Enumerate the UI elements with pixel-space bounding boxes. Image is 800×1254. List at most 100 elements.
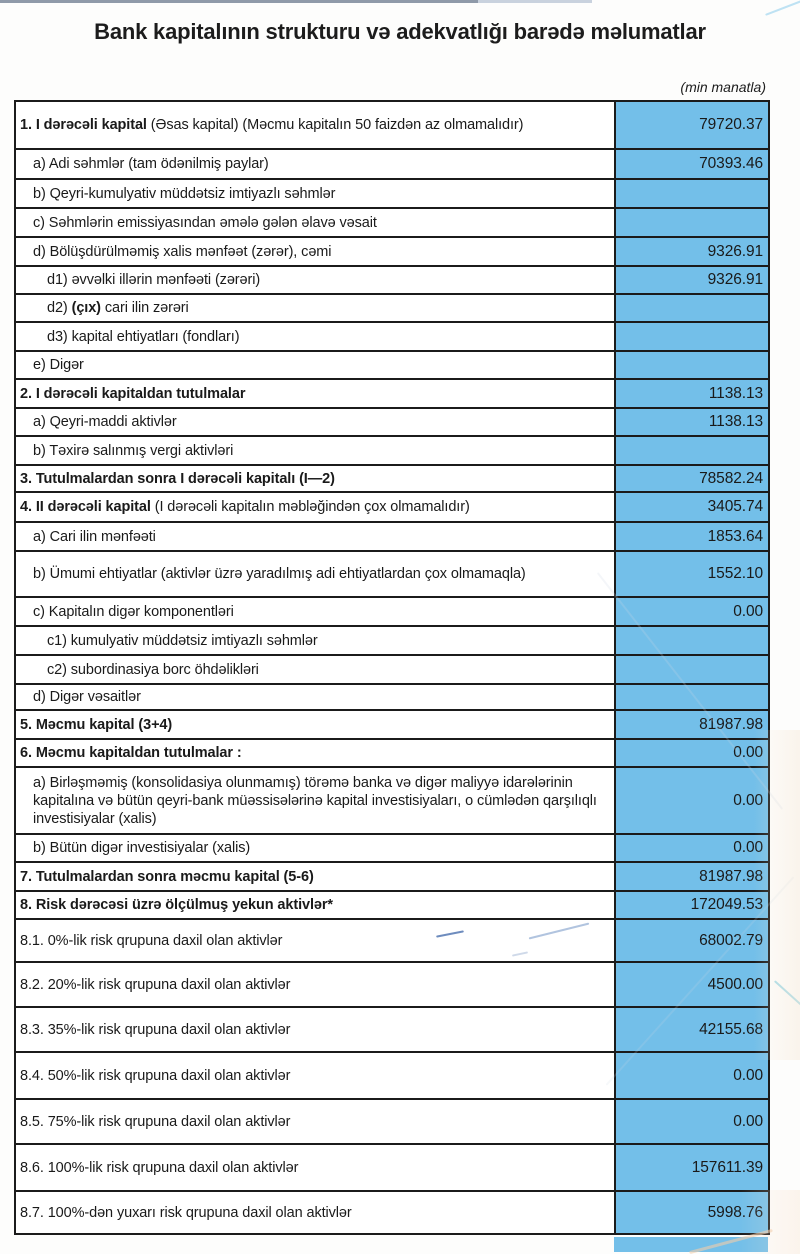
table-row: 8. Risk dərəcəsi üzrə ölçülmuş yekun akt…: [16, 890, 768, 918]
row-value-cell: 78582.24: [614, 466, 768, 491]
table-row: d1) əvvəlki illərin mənfəəti (zərəri) 932…: [16, 265, 768, 293]
row-label: b) Təxirə salınmış vergi aktivləri: [16, 437, 614, 464]
row-value-cell: 172049.53: [614, 892, 768, 918]
row-label: c) Kapitalın digər komponentləri: [16, 598, 614, 625]
row-label-text: 6. Məcmu kapitaldan tutulmalar :: [20, 745, 242, 761]
capital-table: 1. I dərəcəli kapital (Əsas kapital) (Mə…: [14, 100, 770, 1235]
table-row: 6. Məcmu kapitaldan tutulmalar : 0.00: [16, 738, 768, 766]
row-label: 8.5. 75%-lik risk qrupuna daxil olan akt…: [16, 1100, 614, 1143]
row-label: 6. Məcmu kapitaldan tutulmalar :: [16, 740, 614, 766]
row-label: b) Ümumi ehtiyatlar (aktivlər üzrə yarad…: [16, 552, 614, 596]
row-label-text: d3) kapital ehtiyatları (fondları): [47, 328, 240, 345]
row-label: 4. II dərəcəli kapital (I dərəcəli kapit…: [16, 493, 614, 521]
row-label: d3) kapital ehtiyatları (fondları): [16, 323, 614, 350]
row-label-text: b) Qeyri-kumulyativ müddətsiz imtiyazlı …: [33, 185, 336, 202]
scan-edge-artifact: [0, 0, 478, 3]
table-row: 8.3. 35%-lik risk qrupuna daxil olan akt…: [16, 1006, 768, 1051]
row-label: c) Səhmlərin emissiyasından əmələ gələn …: [16, 209, 614, 236]
scan-mark: [773, 980, 800, 1006]
table-row: c) Kapitalın digər komponentləri 0.00: [16, 596, 768, 625]
row-value-cell: [614, 656, 768, 683]
row-label-text: 3. Tutulmalardan sonra I dərəcəli kapita…: [20, 470, 335, 487]
row-label: d1) əvvəlki illərin mənfəəti (zərəri): [16, 267, 614, 293]
row-label-text: d) Bölüşdürülməmiş xalis mənfəət (zərər)…: [33, 243, 332, 260]
row-label: 8.6. 100%-lik risk qrupuna daxil olan ak…: [16, 1145, 614, 1190]
row-label-text: 8.6. 100%-lik risk qrupuna daxil olan ak…: [20, 1159, 299, 1176]
row-label: 8.4. 50%-lik risk qrupuna daxil olan akt…: [16, 1053, 614, 1098]
row-label-text: c) Kapitalın digər komponentləri: [33, 603, 234, 620]
row-label-text: b) Təxirə salınmış vergi aktivləri: [33, 442, 234, 459]
table-row: c2) subordinasiya borc öhdəlikləri: [16, 654, 768, 683]
row-label: 3. Tutulmalardan sonra I dərəcəli kapita…: [16, 466, 614, 491]
row-label-text: 8.3. 35%-lik risk qrupuna daxil olan akt…: [20, 1021, 291, 1038]
row-label-text: e) Digər: [33, 357, 84, 373]
row-value-cell: 81987.98: [614, 711, 768, 738]
row-value-cell: 68002.79: [614, 920, 768, 961]
page-title: Bank kapitalının strukturu və adekvatlığ…: [94, 19, 706, 44]
row-value-cell: [614, 352, 768, 378]
row-label: a) Qeyri-maddi aktivlər: [16, 409, 614, 435]
row-value-cell: [614, 209, 768, 236]
table-row: d) Bölüşdürülməmiş xalis mənfəət (zərər)…: [16, 236, 768, 265]
row-value-cell: 79720.37: [614, 102, 768, 148]
row-value-cell: [614, 295, 768, 321]
row-value-cell: 0.00: [614, 835, 768, 861]
row-label: d) Bölüşdürülməmiş xalis mənfəət (zərər)…: [16, 238, 614, 265]
row-label: 8.3. 35%-lik risk qrupuna daxil olan akt…: [16, 1008, 614, 1051]
value-column-bleed: [614, 1237, 768, 1252]
row-value-cell: 0.00: [614, 768, 768, 833]
row-label: 8.7. 100%-dən yuxarı risk qrupuna daxil …: [16, 1192, 614, 1233]
row-value-cell: [614, 323, 768, 350]
table-row: 8.4. 50%-lik risk qrupuna daxil olan akt…: [16, 1051, 768, 1098]
row-label: 1. I dərəcəli kapital (Əsas kapital) (Mə…: [16, 102, 614, 148]
table-row: 8.7. 100%-dən yuxarı risk qrupuna daxil …: [16, 1190, 768, 1233]
row-label: d2) (çıx) cari ilin zərəri: [16, 295, 614, 321]
row-label-text: c1) kumulyativ müddətsiz imtiyazlı səhml…: [47, 632, 318, 649]
row-label-text: b) Ümumi ehtiyatlar (aktivlər üzrə yarad…: [33, 566, 526, 582]
table-row: 7. Tutulmalardan sonra məcmu kapital (5-…: [16, 861, 768, 890]
table-row: d2) (çıx) cari ilin zərəri: [16, 293, 768, 321]
row-value-cell: 1853.64: [614, 523, 768, 550]
row-value-cell: 81987.98: [614, 863, 768, 890]
row-label-text: 8.5. 75%-lik risk qrupuna daxil olan akt…: [20, 1113, 291, 1130]
row-label-text: d) Digər vəsaitlər: [33, 689, 141, 705]
row-label: 5. Məcmu kapital (3+4): [16, 711, 614, 738]
scan-mark: [765, 0, 800, 16]
table-row: e) Digər: [16, 350, 768, 378]
row-label: a) Birləşməmiş (konsolidasiya olunmamış)…: [16, 768, 614, 833]
row-value-cell: 1138.13: [614, 380, 768, 407]
row-value-cell: 157611.39: [614, 1145, 768, 1190]
scan-edge-artifact: [478, 0, 592, 3]
table-row: 3. Tutulmalardan sonra I dərəcəli kapita…: [16, 464, 768, 491]
row-label-text: 8.7. 100%-dən yuxarı risk qrupuna daxil …: [20, 1204, 352, 1221]
row-value-cell: 1552.10: [614, 552, 768, 596]
table-row: d3) kapital ehtiyatları (fondları): [16, 321, 768, 350]
row-value-cell: 0.00: [614, 598, 768, 625]
row-value-cell: [614, 627, 768, 654]
row-label-text: c2) subordinasiya borc öhdəlikləri: [47, 661, 259, 678]
row-label: c1) kumulyativ müddətsiz imtiyazlı səhml…: [16, 627, 614, 654]
row-label-text: 8.4. 50%-lik risk qrupuna daxil olan akt…: [20, 1067, 291, 1084]
row-label-text: 8.1. 0%-lik risk qrupuna daxil olan akti…: [20, 932, 283, 949]
row-value-cell: [614, 437, 768, 464]
row-value-cell: 0.00: [614, 1100, 768, 1143]
table-row: b) Qeyri-kumulyativ müddətsiz imtiyazlı …: [16, 178, 768, 207]
row-label-text: d1) əvvəlki illərin mənfəəti (zərəri): [47, 272, 261, 288]
table-row: 8.5. 75%-lik risk qrupuna daxil olan akt…: [16, 1098, 768, 1143]
row-label-text: 5. Məcmu kapital (3+4): [20, 716, 173, 733]
row-value-cell: 0.00: [614, 1053, 768, 1098]
table-row: a) Birləşməmiş (konsolidasiya olunmamış)…: [16, 766, 768, 833]
row-value-cell: 4500.00: [614, 963, 768, 1006]
table-row: b) Bütün digər investisiyalar (xalis) 0.0…: [16, 833, 768, 861]
row-label: b) Qeyri-kumulyativ müddətsiz imtiyazlı …: [16, 180, 614, 207]
row-label: a) Cari ilin mənfəəti: [16, 523, 614, 550]
row-value-cell: 3405.74: [614, 493, 768, 521]
row-label-text: 8. Risk dərəcəsi üzrə ölçülmuş yekun akt…: [20, 897, 333, 913]
row-value-cell: 9326.91: [614, 238, 768, 265]
table-row: 4. II dərəcəli kapital (I dərəcəli kapit…: [16, 491, 768, 521]
table-row: 8.6. 100%-lik risk qrupuna daxil olan ak…: [16, 1143, 768, 1190]
table-row: a) Adi səhmlər (tam ödənilmiş paylar) 703…: [16, 148, 768, 178]
row-label-text: b) Bütün digər investisiyalar (xalis): [33, 840, 251, 856]
row-label-text: 4. II dərəcəli kapital (I dərəcəli kapit…: [20, 499, 470, 515]
